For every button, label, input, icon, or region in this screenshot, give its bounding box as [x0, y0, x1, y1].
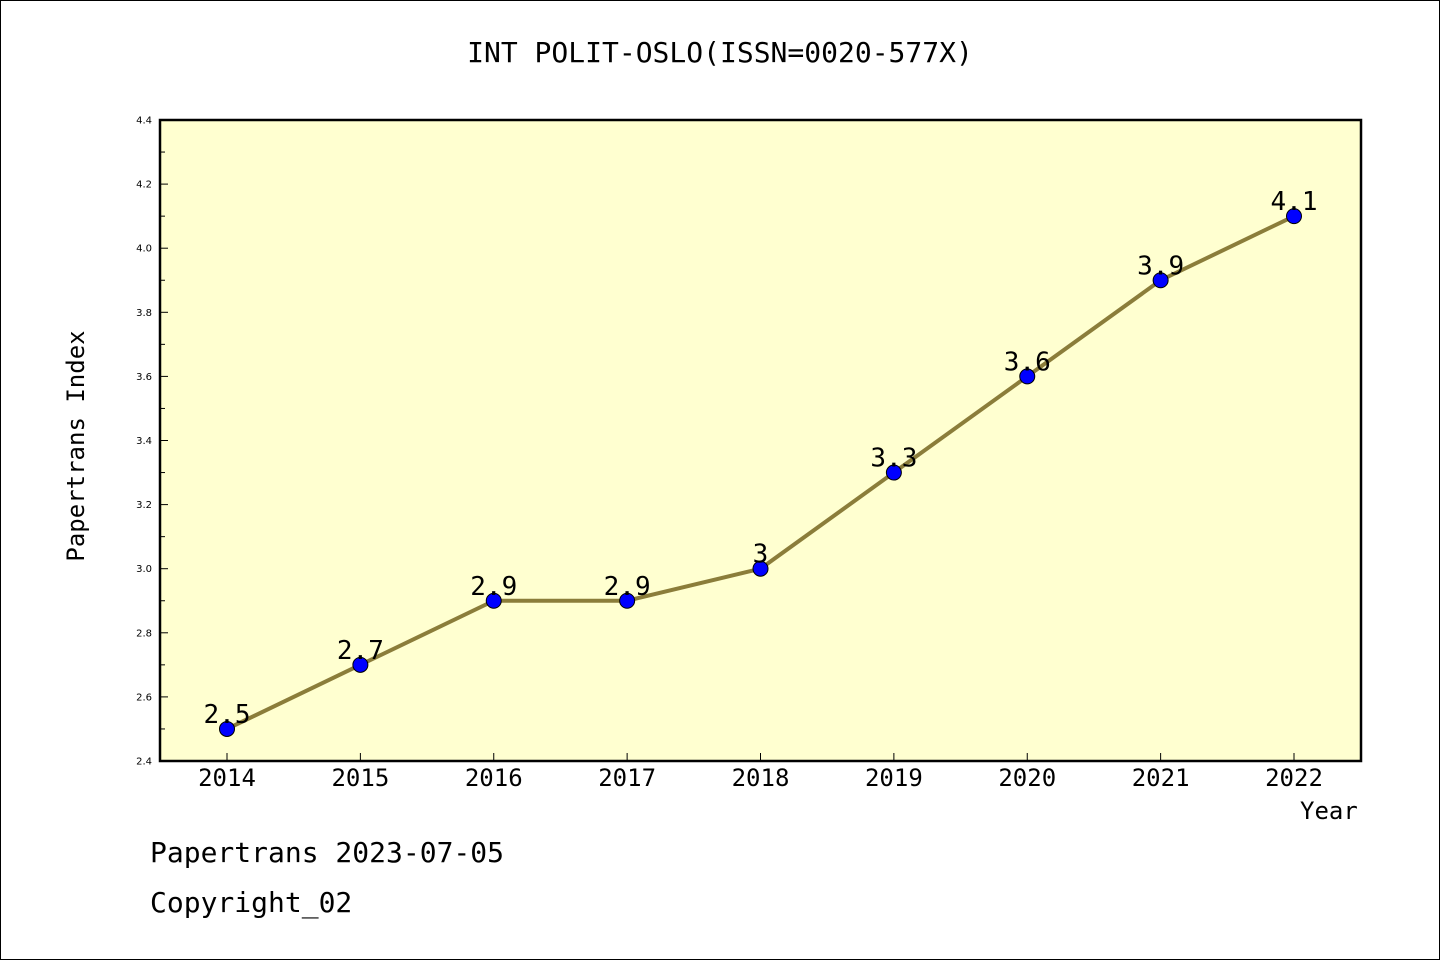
- y-tick-label: 4.0: [136, 244, 152, 255]
- data-point: [752, 560, 769, 577]
- x-tick-label: 2018: [732, 764, 790, 792]
- x-tick-label: 2016: [465, 764, 523, 792]
- y-tick-label: 3.2: [136, 500, 152, 511]
- data-label: 2.9: [470, 572, 517, 602]
- data-label: 2.9: [604, 572, 651, 602]
- data-label: 3: [753, 540, 769, 570]
- data-point: [485, 592, 502, 609]
- data-label: 2.5: [204, 700, 251, 730]
- y-tick-label: 2.6: [136, 692, 152, 703]
- y-tick-label: 3.8: [136, 308, 152, 319]
- data-point: [352, 656, 369, 673]
- data-label: 3.3: [870, 444, 917, 474]
- footer-copyright: Copyright_02: [150, 886, 353, 919]
- data-label: 3.9: [1137, 251, 1184, 281]
- data-point: [1019, 368, 1036, 385]
- data-point: [219, 720, 235, 737]
- y-tick-label: 3.4: [136, 436, 152, 447]
- x-axis-label: Year: [1300, 797, 1358, 825]
- x-tick-label: 2022: [1265, 764, 1323, 792]
- y-tick-label: 3.6: [136, 372, 152, 383]
- chart-title: INT POLIT-OSLO(ISSN=0020-577X): [467, 36, 973, 69]
- y-tick-label: 2.8: [136, 628, 152, 639]
- data-point: [885, 464, 902, 481]
- y-tick-label: 4.2: [136, 180, 152, 191]
- x-tick-label: 2019: [865, 764, 923, 792]
- data-point: [619, 592, 636, 609]
- data-label: 4.1: [1271, 187, 1318, 217]
- x-tick-label: 2017: [598, 764, 656, 792]
- y-tick-label: 4.4: [136, 116, 152, 127]
- footer-date: Papertrans 2023-07-05: [150, 836, 505, 869]
- x-axis-ticks: 2014 2015 2016 2017 2018 2019 2020 2021 2022: [198, 753, 1323, 792]
- data-label: 2.7: [337, 636, 384, 666]
- x-tick-label: 2021: [1132, 764, 1190, 792]
- data-labels: 2.5 2.7 2.9 2.9 3 3.3 3.6 3.9 4.1: [204, 187, 1318, 730]
- x-tick-label: 2020: [998, 764, 1056, 792]
- x-tick-label: 2014: [198, 764, 256, 792]
- y-axis-ticks: 2.4 2.6 2.8 3.0 3.2 3.4 3.6 3.8 4.0 4.2 4.4: [136, 116, 168, 768]
- y-tick-label: 3.0: [136, 564, 152, 575]
- x-tick-label: 2015: [331, 764, 389, 792]
- data-point: [1152, 272, 1169, 289]
- plot-border: [158, 118, 1363, 763]
- data-points: [219, 208, 1302, 737]
- plot-area: [160, 120, 1361, 761]
- data-point: [1286, 208, 1302, 225]
- data-label: 3.6: [1004, 347, 1051, 377]
- y-tick-label: 2.4: [136, 757, 152, 768]
